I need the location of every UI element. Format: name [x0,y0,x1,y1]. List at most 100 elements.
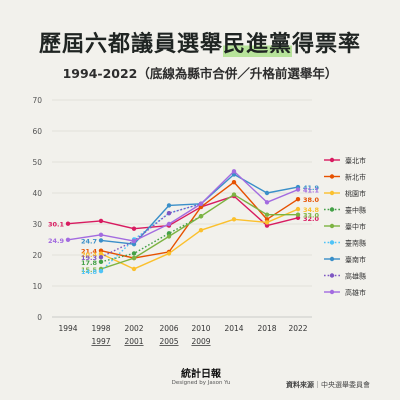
legend-label: 臺中縣 [345,206,366,215]
x-tick-label: 2018 [257,324,276,333]
data-point [65,237,71,243]
legend-marker [329,289,335,295]
y-tick-label: 50 [32,158,42,167]
legend-label: 臺南縣 [345,239,366,248]
designer-credit: Designed by Jason Yu [171,380,231,386]
data-point [131,266,137,272]
data-point [295,212,301,217]
x-tick-label: 2022 [288,324,307,333]
end-value-label: 34.8 [303,206,320,214]
data-point [98,238,104,243]
data-point [198,204,204,210]
x-tick-label: 2010 [191,324,210,333]
data-point [264,217,270,222]
start-value-label: 15.5 [81,266,98,274]
chart-title: 歷屆六都議員選舉民進黨得票率 [0,26,400,58]
data-point [198,228,204,233]
data-point [166,234,172,239]
y-tick-label: 20 [32,251,42,260]
y-tick-label: 70 [32,96,42,105]
x-tick-label: 1994 [58,324,77,333]
y-tick-label: 0 [37,313,42,322]
y-tick-label: 40 [32,189,42,198]
series-line [100,203,202,272]
x-tick-label: 1998 [91,324,110,333]
source-label: 資料來源 [286,381,314,389]
end-value-label: 41.9 [303,184,320,192]
x-tick-label: 2002 [124,324,143,333]
data-point [231,217,237,222]
y-tick-label: 30 [32,220,42,229]
data-point [264,212,270,217]
data-point [131,251,137,256]
start-value-label: 19.3 [81,254,97,262]
x-sub-label: 1997 [91,337,110,346]
data-point [98,218,104,224]
y-tick-label: 60 [32,127,42,136]
start-value-label: 30.1 [48,221,65,229]
legend-label: 臺中市 [345,222,366,231]
data-point [166,210,172,216]
chart-subtitle: 1994-2022（底線為縣市合併／升格前選舉年） [62,66,338,81]
data-point [65,221,71,226]
title-part-1: 歷屆六都議員選舉 [38,32,223,57]
data-point [166,221,172,227]
legend-label: 新北市 [345,173,366,182]
brand-logo: 統計日報 [181,369,221,380]
data-point [98,232,104,238]
start-value-label: 17.8 [81,259,98,267]
data-point [131,255,137,261]
y-tick-label: 10 [32,282,42,291]
start-value-label: 14.8 [81,268,98,276]
data-point [295,215,301,220]
data-point [264,200,270,205]
series-line [67,170,299,242]
start-value-label: 20.4 [81,251,98,259]
data-source: 資料來源｜中央選舉委員會 [286,380,370,390]
legend-label: 桃園市 [345,189,366,198]
data-point [98,254,104,260]
x-tick-label: 2014 [224,324,243,333]
start-value-label: 21.4 [81,248,98,256]
data-point [98,259,104,265]
x-tick-label: 2006 [159,324,178,333]
legend-marker [329,207,335,212]
data-point [166,231,172,236]
data-point [295,197,301,202]
legend-label: 臺南市 [345,255,366,264]
data-point [131,226,137,231]
data-point [264,223,270,228]
data-point [264,190,270,196]
title-highlight: 民進黨 [222,32,292,57]
source-value: 中央選舉委員會 [321,381,370,389]
data-point [98,268,104,274]
legend-marker [329,223,335,229]
x-sub-label: 2001 [124,337,143,346]
data-point [295,187,301,192]
legend-label: 臺北市 [345,156,366,165]
title-part-3: 得票率 [292,32,362,57]
x-sub-label: 2009 [191,337,210,346]
data-point [198,214,204,219]
end-value-label: 33.0 [303,212,320,220]
series-line [100,203,202,258]
data-point [166,203,172,208]
data-point [131,238,137,244]
data-point [295,206,301,212]
brand-block: 統計日報 Designed by Jason Yu [172,365,231,386]
data-point [231,179,237,185]
start-value-label: 24.7 [81,237,97,245]
legend-marker [329,240,335,245]
legend-marker [329,273,335,278]
data-point [131,241,137,247]
data-point [264,220,270,225]
start-value-label: 24.9 [48,237,65,245]
source-separator: ｜ [314,381,321,389]
data-point [198,201,204,207]
data-point [98,248,104,253]
legend-marker [329,157,335,163]
legend-marker [329,190,335,196]
data-point [231,192,237,197]
data-point [98,251,104,256]
data-point [231,169,237,174]
